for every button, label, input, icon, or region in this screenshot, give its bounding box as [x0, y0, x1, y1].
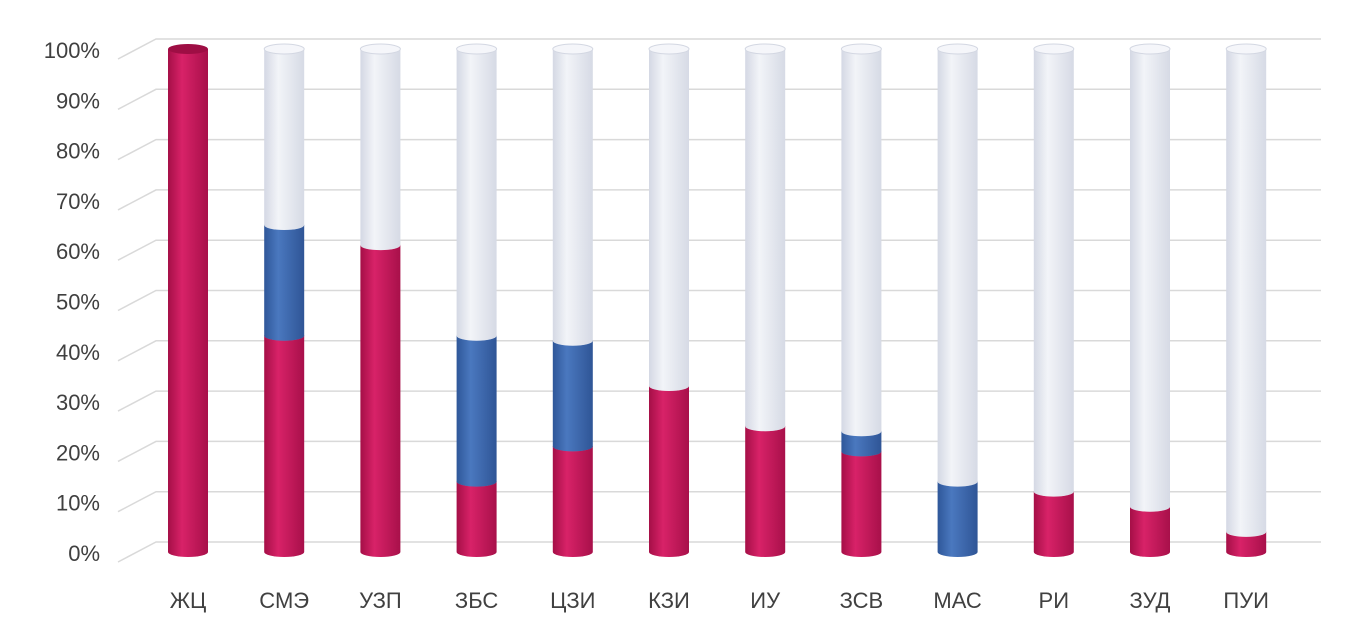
bar-segment-МАС-series-3 — [937, 49, 978, 487]
gridline — [117, 239, 1321, 261]
bar-cap-ЗСВ-series-3 — [840, 43, 882, 55]
bar-segment-КЗИ-series-1 — [649, 386, 689, 557]
bar-segment-ЖЦ-series-1 — [168, 49, 208, 557]
gridline — [117, 289, 1321, 312]
x-category-label: ПУИ — [1223, 588, 1269, 613]
y-tick-label: 100% — [44, 38, 100, 63]
bar-cap-ЗУД-series-3 — [1129, 43, 1171, 55]
bar-segment-СМЭ-series-3 — [264, 49, 305, 231]
bar-segment-ЗСВ-series-2 — [841, 431, 882, 457]
gridline — [117, 138, 1321, 161]
bar-cap-ЦЗИ-series-3 — [552, 43, 594, 55]
bar-cap-ПУИ-series-3 — [1225, 43, 1267, 55]
bar-cap-ЖЦ-series-1 — [168, 44, 208, 54]
y-tick-label: 80% — [56, 139, 100, 164]
bar-cap-КЗИ-series-3 — [648, 43, 690, 55]
bar-cap-РИ-series-3 — [1033, 43, 1075, 55]
bar-segment-ИУ-series-1 — [745, 426, 786, 557]
bar-segment-ИУ-series-3 — [745, 49, 786, 432]
bar-segment-ЗБС-series-2 — [456, 335, 497, 487]
bar-cap-СМЭ-series-3 — [263, 43, 305, 55]
bar-segment-ПУИ-series-3 — [1226, 49, 1267, 537]
bar-segment-СМЭ-series-2 — [264, 225, 305, 341]
x-category-label: ЗСВ — [840, 588, 884, 613]
bar-segment-КЗИ-series-3 — [649, 49, 689, 392]
x-category-label: КЗИ — [648, 588, 690, 613]
bars — [168, 43, 1267, 558]
bar-segment-ЗСВ-series-1 — [841, 451, 882, 557]
bar-segment-УЗП-series-3 — [360, 49, 401, 251]
bar-segment-ЗУД-series-3 — [1130, 49, 1170, 512]
y-tick-label: 0% — [68, 541, 100, 566]
bar-segment-ЗБС-series-3 — [456, 49, 497, 341]
x-category-label: ЖЦ — [170, 588, 207, 613]
bar-segment-МАС-series-2 — [937, 481, 978, 557]
x-category-label: ЗБС — [455, 588, 498, 613]
gridline — [117, 541, 1321, 563]
bar-segment-РИ-series-1 — [1033, 491, 1074, 557]
bar-segment-ЗСВ-series-3 — [841, 49, 882, 437]
gridline — [117, 390, 1321, 412]
bar-cap-УЗП-series-3 — [359, 43, 401, 55]
y-tick-label: 40% — [56, 340, 100, 365]
x-category-label: ЗУД — [1130, 588, 1171, 613]
y-tick-label: 60% — [56, 239, 100, 264]
bar-segment-ЗУД-series-1 — [1130, 506, 1170, 557]
bar-segment-ЦЗИ-series-1 — [552, 446, 593, 557]
bar-segment-ЗБС-series-1 — [456, 481, 497, 557]
x-category-label: СМЭ — [259, 588, 309, 613]
bar-segment-УЗП-series-1 — [360, 245, 401, 558]
gridlines — [117, 38, 1321, 563]
gridline — [117, 440, 1321, 463]
bar-segment-ПУИ-series-1 — [1226, 531, 1267, 557]
bar-cap-ЗБС-series-3 — [456, 43, 498, 55]
bar-segment-ЦЗИ-series-3 — [552, 49, 593, 346]
y-tick-label: 70% — [56, 189, 100, 214]
x-axis-category-labels: ЖЦ СМЭ УЗП ЗБС ЦЗИ КЗИ ИУ ЗСВ МАС РИ ЗУД ПУИ — [170, 588, 1269, 613]
x-category-label: УЗП — [359, 588, 402, 613]
bar-segment-РИ-series-3 — [1033, 49, 1074, 497]
y-tick-label: 10% — [56, 491, 100, 516]
y-tick-label: 20% — [56, 440, 100, 465]
y-tick-label: 90% — [56, 88, 100, 113]
y-axis-tick-labels: 0% 10% 20% 30% 40% 50% 60% 70% 80% 90% 100% — [44, 38, 100, 566]
gridline — [117, 490, 1321, 513]
x-category-label: ИУ — [750, 588, 781, 613]
x-category-label: ЦЗИ — [550, 588, 595, 613]
bar-cap-ИУ-series-3 — [744, 43, 786, 55]
y-tick-label: 50% — [56, 290, 100, 315]
bar-cap-МАС-series-3 — [937, 43, 979, 55]
bar-segment-ЦЗИ-series-2 — [552, 340, 593, 452]
gridline — [117, 189, 1321, 211]
bar-segment-СМЭ-series-1 — [264, 335, 305, 557]
gridline — [117, 88, 1321, 110]
x-category-label: МАС — [933, 588, 982, 613]
x-category-label: РИ — [1039, 588, 1070, 613]
gridline — [117, 340, 1321, 362]
gridline — [117, 38, 1321, 60]
y-tick-label: 30% — [56, 390, 100, 415]
